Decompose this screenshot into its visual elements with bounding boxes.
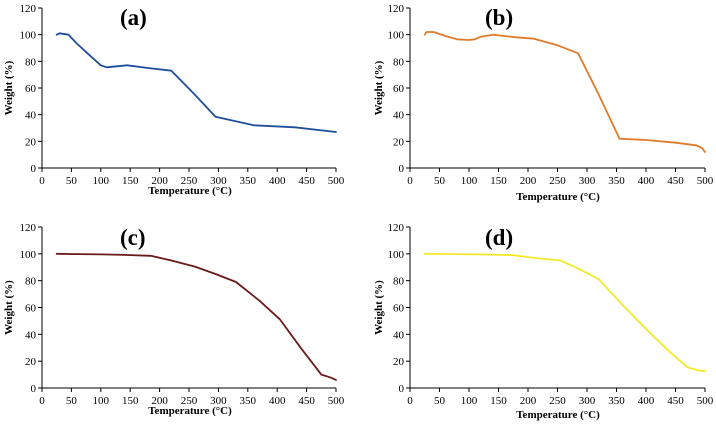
x-tick-label-a: 50 bbox=[66, 175, 78, 187]
x-tick-label-b: 100 bbox=[461, 175, 478, 187]
y-tick-label-b: 20 bbox=[393, 136, 405, 148]
x-tick-label-d: 500 bbox=[697, 395, 714, 407]
y-tick-label-d: 60 bbox=[393, 303, 405, 315]
x-tick-label-b: 0 bbox=[407, 175, 413, 187]
y-tick-label-b: 0 bbox=[399, 163, 405, 175]
y-tick-label-a: 120 bbox=[20, 3, 37, 15]
x-tick-label-a: 0 bbox=[39, 175, 45, 187]
y-tick-label-a: 60 bbox=[25, 83, 37, 95]
panel-b: 0 20 40 60 80 100 120 0 50 100 150 200 250 300 350 400 4… bbox=[373, 3, 714, 203]
y-tick-label-c: 120 bbox=[20, 222, 37, 234]
x-tick-label-a: 450 bbox=[298, 175, 315, 187]
y-tick-label-d: 40 bbox=[393, 329, 405, 341]
x-tick-label-d: 150 bbox=[490, 395, 507, 407]
x-tick-label-b: 300 bbox=[579, 175, 596, 187]
y-tick-label-b: 120 bbox=[388, 3, 405, 15]
y-tick-label-c: 20 bbox=[25, 356, 37, 368]
x-axis-title-b: Temperature (°C) bbox=[516, 191, 600, 203]
x-tick-label-a: 150 bbox=[122, 175, 139, 187]
x-tick-label-c: 150 bbox=[122, 395, 139, 407]
panel-d: 0 20 40 60 80 100 120 0 50 100 150 200 250 300 350 400 4… bbox=[373, 222, 714, 421]
y-tick-label-d: 20 bbox=[393, 356, 405, 368]
panel-label-b: (b) bbox=[485, 5, 513, 30]
panel-c: 0 20 40 60 80 100 120 0 50 100 150 200 250 300 350 400 4… bbox=[3, 222, 345, 417]
x-tick-label-d: 250 bbox=[549, 395, 566, 407]
y-tick-label-b: 100 bbox=[388, 30, 405, 42]
panel-label-d: (d) bbox=[485, 225, 513, 250]
x-tick-label-c: 350 bbox=[240, 395, 257, 407]
x-tick-label-d: 0 bbox=[407, 395, 413, 407]
x-tick-label-b: 250 bbox=[549, 175, 566, 187]
x-tick-label-a: 500 bbox=[328, 175, 345, 187]
y-tick-label-d: 0 bbox=[399, 383, 405, 395]
y-tick-label-c: 100 bbox=[20, 249, 37, 261]
x-tick-label-d: 200 bbox=[520, 395, 537, 407]
x-tick-label-c: 100 bbox=[93, 395, 110, 407]
x-tick-label-a: 350 bbox=[240, 175, 257, 187]
y-axis-title-b: Weight (%) bbox=[373, 60, 385, 115]
x-tick-label-d: 450 bbox=[667, 395, 684, 407]
panel-label-c: (c) bbox=[120, 225, 146, 250]
series-line-a bbox=[55, 32, 337, 133]
x-tick-label-c: 250 bbox=[181, 395, 198, 407]
x-tick-label-d: 100 bbox=[461, 395, 478, 407]
y-tick-label-c: 60 bbox=[25, 303, 37, 315]
y-axis-title-d: Weight (%) bbox=[373, 280, 385, 335]
x-tick-label-d: 50 bbox=[434, 395, 446, 407]
x-tick-label-d: 400 bbox=[638, 395, 655, 407]
x-tick-label-b: 350 bbox=[608, 175, 625, 187]
x-tick-label-a: 100 bbox=[93, 175, 110, 187]
x-axis-title-d: Temperature (°C) bbox=[516, 409, 600, 421]
y-tick-label-a: 80 bbox=[25, 56, 37, 68]
y-axis-title-c: Weight (%) bbox=[3, 280, 15, 335]
x-axis-title-a: Temperature (°C) bbox=[148, 185, 232, 197]
x-tick-label-d: 300 bbox=[579, 395, 596, 407]
y-tick-label-d: 120 bbox=[388, 222, 405, 234]
x-tick-label-c: 200 bbox=[151, 395, 168, 407]
x-tick-label-b: 400 bbox=[638, 175, 655, 187]
x-tick-label-a: 250 bbox=[181, 175, 198, 187]
x-tick-label-c: 400 bbox=[269, 395, 286, 407]
panel-a: 0 20 40 60 80 100 120 0 50 100 150 200 250 300 350 400 4… bbox=[3, 3, 345, 197]
y-tick-label-a: 0 bbox=[31, 163, 37, 175]
y-tick-label-d: 100 bbox=[388, 249, 405, 261]
y-tick-label-a: 20 bbox=[25, 136, 37, 148]
series-line-b bbox=[423, 31, 706, 153]
series-line-c bbox=[55, 252, 337, 381]
y-tick-label-c: 0 bbox=[31, 383, 37, 395]
x-tick-label-a: 300 bbox=[210, 175, 227, 187]
x-tick-label-c: 500 bbox=[328, 395, 345, 407]
x-tick-label-b: 450 bbox=[667, 175, 684, 187]
y-axis-title-a: Weight (%) bbox=[3, 60, 15, 115]
y-tick-label-a: 40 bbox=[25, 110, 37, 122]
x-tick-label-b: 200 bbox=[520, 175, 537, 187]
x-tick-label-a: 200 bbox=[151, 175, 168, 187]
y-tick-label-b: 40 bbox=[393, 110, 405, 122]
y-tick-label-a: 100 bbox=[20, 30, 37, 42]
x-tick-label-d: 350 bbox=[608, 395, 625, 407]
x-tick-label-a: 400 bbox=[269, 175, 286, 187]
y-tick-label-d: 80 bbox=[393, 276, 405, 288]
x-axis-title-c: Temperature (°C) bbox=[148, 405, 232, 417]
y-tick-label-c: 40 bbox=[25, 329, 37, 341]
x-tick-label-b: 500 bbox=[697, 175, 714, 187]
y-tick-label-c: 80 bbox=[25, 276, 37, 288]
x-tick-label-c: 300 bbox=[210, 395, 227, 407]
y-tick-label-b: 60 bbox=[393, 83, 405, 95]
x-tick-label-c: 50 bbox=[66, 395, 78, 407]
x-tick-label-c: 0 bbox=[39, 395, 45, 407]
y-tick-label-b: 80 bbox=[393, 56, 405, 68]
x-tick-label-b: 50 bbox=[434, 175, 446, 187]
panel-label-a: (a) bbox=[120, 5, 147, 30]
series-line-d bbox=[423, 252, 706, 373]
x-tick-label-b: 150 bbox=[490, 175, 507, 187]
x-tick-label-c: 450 bbox=[298, 395, 315, 407]
